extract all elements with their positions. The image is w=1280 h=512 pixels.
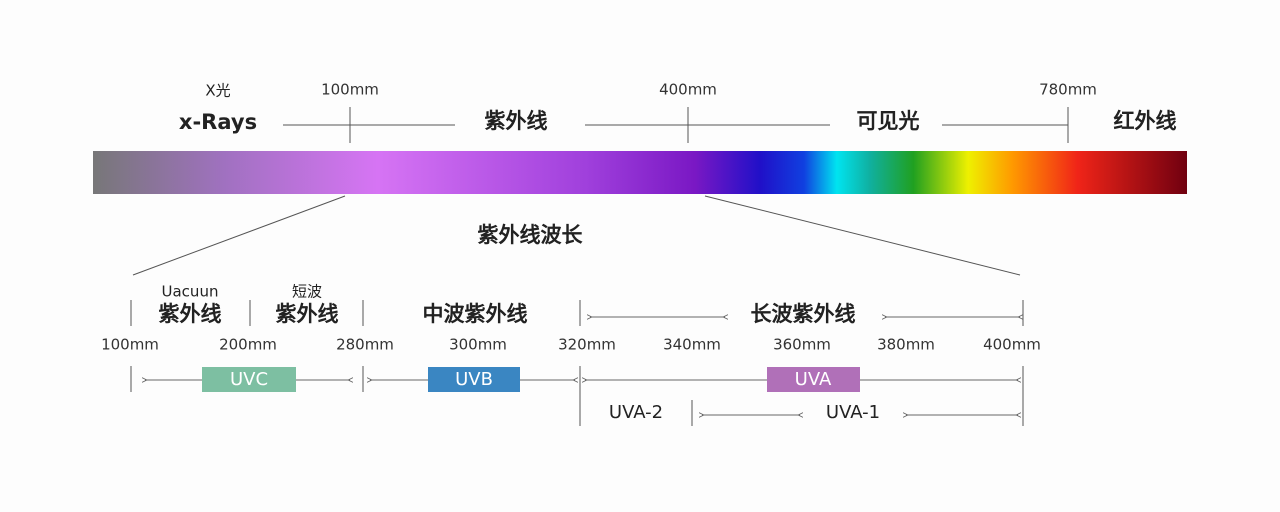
wavelength: 100mm <box>101 336 159 354</box>
top-wavelength: 400mm <box>659 81 717 99</box>
badge-label: UVB <box>455 369 493 390</box>
top-wavelength: 100mm <box>321 81 379 99</box>
band-name: 长波紫外线 <box>751 302 856 326</box>
top-wavelength: 780mm <box>1039 81 1097 99</box>
badge-label: UVA <box>795 369 832 390</box>
wavelength: 400mm <box>983 336 1041 354</box>
wavelength: 200mm <box>219 336 277 354</box>
infrared-label: 红外线 <box>1114 109 1177 133</box>
band-top: 短波 <box>292 283 322 301</box>
band-name: 中波紫外线 <box>423 302 528 326</box>
badge-bg <box>767 367 860 392</box>
xray-label: x-Rays <box>179 110 257 134</box>
spectrum-bar <box>93 151 1187 194</box>
uv-label: 紫外线 <box>485 109 548 133</box>
badge-bg <box>428 367 520 392</box>
wavelength: 280mm <box>336 336 394 354</box>
wavelength: 360mm <box>773 336 831 354</box>
xray-cn-label: X光 <box>205 82 230 100</box>
visible-label: 可见光 <box>857 109 920 133</box>
badge-bg <box>202 367 296 392</box>
wavelength: 300mm <box>449 336 507 354</box>
wavelength: 320mm <box>558 336 616 354</box>
section-title: 紫外线波长 <box>478 223 584 247</box>
band-separators <box>130 366 1024 426</box>
wavelength: 380mm <box>877 336 935 354</box>
wavelength: 340mm <box>663 336 721 354</box>
band-name: 紫外线 <box>159 302 222 326</box>
sub-band-label: UVA-1 <box>826 402 880 423</box>
band-name: 紫外线 <box>276 302 339 326</box>
separators <box>130 300 1024 326</box>
zoom-line <box>132 195 346 276</box>
zoom-line <box>704 195 1021 276</box>
band-top: Uacuun <box>162 283 219 301</box>
sub-band-label: UVA-2 <box>609 402 663 423</box>
badge-label: UVC <box>230 369 268 390</box>
